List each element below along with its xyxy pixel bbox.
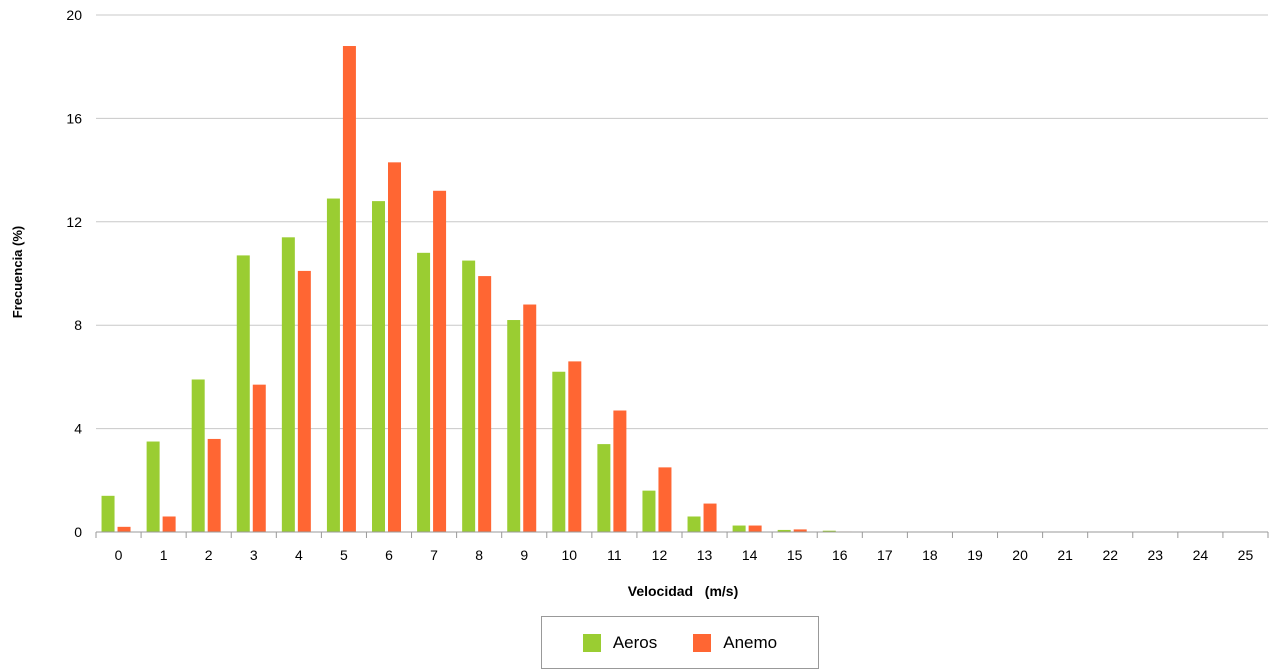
y-tick-label: 16 — [66, 110, 82, 126]
x-axis-title: Velocidad (m/s) — [628, 583, 738, 599]
bar-anemo-7 — [433, 190, 447, 532]
x-tick-label: 11 — [607, 547, 622, 563]
bar-anemo-2 — [207, 438, 221, 532]
bar-aeros-6 — [372, 201, 385, 532]
gridlines — [96, 14, 1268, 430]
x-tick-label: 14 — [742, 547, 758, 563]
x-tick-label: 12 — [652, 547, 668, 563]
bar-aeros-9 — [507, 320, 521, 532]
y-axis-title: Frecuencia (%) — [10, 226, 25, 318]
x-tick-label: 22 — [1102, 547, 1118, 563]
y-tick-label: 8 — [74, 317, 82, 333]
legend-label-aeros: Aeros — [612, 632, 658, 652]
bar-anemo-3 — [252, 384, 266, 532]
x-tick-label: 8 — [475, 547, 483, 563]
bar-anemo-6 — [388, 162, 401, 532]
bar-anemo-1 — [162, 516, 176, 532]
legend: Aeros Anemo — [541, 616, 819, 669]
bar-anemo-13 — [703, 503, 717, 532]
bar-aeros-1 — [146, 441, 160, 532]
x-tick-label: 19 — [967, 547, 983, 563]
x-tick-label: 10 — [562, 547, 578, 563]
x-tick-label: 5 — [340, 547, 348, 563]
bar-anemo-10 — [568, 361, 582, 532]
y-tick-label: 12 — [66, 214, 82, 230]
bar-aeros-15 — [777, 529, 791, 532]
x-tick-label: 21 — [1057, 547, 1073, 563]
bar-aeros-12 — [642, 490, 656, 532]
legend-item-aeros: Aeros — [582, 632, 658, 653]
x-tick-label: 2 — [205, 547, 213, 563]
bar-aeros-5 — [326, 198, 340, 532]
x-tick-label: 13 — [697, 547, 713, 563]
y-tick-label: 20 — [66, 7, 82, 23]
x-tick-label: 25 — [1238, 547, 1254, 563]
x-tick-label: 18 — [922, 547, 938, 563]
bar-aeros-4 — [281, 237, 295, 532]
x-tick-label: 0 — [115, 547, 123, 563]
bar-anemo-4 — [297, 270, 311, 532]
bar-aeros-11 — [597, 444, 611, 532]
bar-aeros-8 — [462, 260, 476, 532]
legend-label-anemo: Anemo — [723, 632, 778, 652]
x-tick-label: 1 — [160, 547, 168, 563]
bar-anemo-14 — [748, 525, 762, 532]
bar-aeros-0 — [101, 495, 115, 532]
bar-anemo-11 — [613, 410, 627, 532]
y-tick-label: 4 — [74, 421, 82, 437]
bar-anemo-5 — [342, 46, 356, 533]
bar-aeros-10 — [552, 371, 566, 532]
x-tick-label: 7 — [430, 547, 438, 563]
bar-aeros-3 — [236, 255, 250, 532]
bar-anemo-15 — [793, 529, 807, 532]
bar-aeros-2 — [191, 379, 205, 532]
bar-anemo-8 — [478, 276, 492, 532]
x-tick-label: 15 — [787, 547, 803, 563]
bar-aeros-14 — [732, 525, 746, 532]
x-tick-label: 17 — [877, 547, 893, 563]
bar-anemo-12 — [658, 467, 672, 532]
x-tick-label: 16 — [832, 547, 848, 563]
legend-swatch-aeros — [582, 633, 601, 652]
x-tick-label: 4 — [295, 547, 303, 563]
bar-anemo-9 — [523, 304, 537, 532]
x-tick-label: 3 — [250, 547, 258, 563]
x-tick-label: 24 — [1193, 547, 1209, 563]
legend-item-anemo: Anemo — [693, 633, 777, 653]
y-tick-label: 0 — [74, 524, 82, 540]
bar-aeros-16 — [822, 530, 836, 532]
legend-swatch-anemo — [693, 633, 712, 652]
bar-anemo-0 — [117, 526, 131, 532]
bars — [101, 46, 852, 533]
x-tick-label: 23 — [1148, 547, 1164, 563]
bar-aeros-7 — [417, 252, 431, 532]
x-tick-label: 20 — [1012, 547, 1028, 563]
x-tick-label: 6 — [385, 547, 393, 563]
x-tick-label: 9 — [520, 547, 528, 563]
bar-aeros-13 — [687, 516, 701, 532]
